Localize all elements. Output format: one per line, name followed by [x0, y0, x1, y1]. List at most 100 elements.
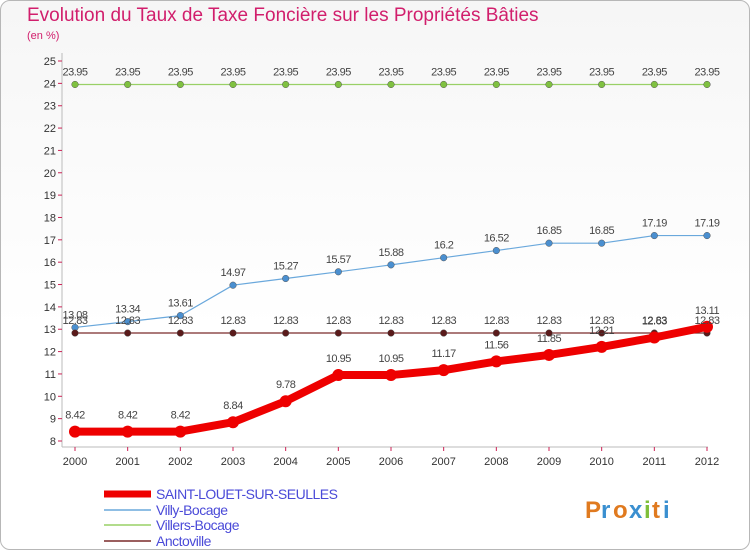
- data-label: 12.83: [484, 315, 509, 327]
- data-label: 23.95: [326, 66, 351, 78]
- x-tick-label: 2011: [643, 456, 667, 468]
- data-point: [543, 348, 555, 361]
- svg-text:i: i: [644, 497, 651, 524]
- data-label: 9.78: [276, 379, 296, 391]
- y-tick-label: 16: [44, 257, 56, 269]
- y-tick-label: 25: [44, 56, 56, 68]
- y-tick-label: 15: [44, 280, 56, 292]
- data-label: 15.57: [326, 254, 351, 266]
- chart-title: Evolution du Taux de Taxe Foncière sur l…: [27, 5, 539, 26]
- data-label: 13.34: [115, 304, 140, 316]
- data-point: [437, 364, 450, 377]
- data-point: [334, 329, 342, 337]
- data-point: [176, 80, 184, 89]
- y-tick-label: 22: [44, 123, 56, 135]
- data-point: [282, 274, 290, 283]
- data-label: 8.42: [171, 410, 191, 422]
- svg-text:i: i: [663, 497, 670, 524]
- data-label: 23.95: [694, 66, 719, 78]
- data-label: 13.61: [168, 298, 193, 310]
- data-label: 15.88: [378, 247, 403, 259]
- data-label: 23.95: [378, 66, 403, 78]
- data-point: [121, 425, 134, 438]
- x-tick-label: 2010: [589, 456, 613, 468]
- data-label: 8.42: [118, 410, 138, 422]
- data-point: [492, 247, 500, 255]
- data-point: [595, 340, 608, 353]
- data-label: 16.2: [434, 240, 454, 252]
- y-tick-label: 21: [44, 145, 56, 157]
- data-label: 17.19: [642, 218, 667, 230]
- legend-label: Villy-Bocage: [156, 502, 228, 518]
- data-point: [650, 80, 658, 89]
- data-point: [598, 80, 606, 89]
- data-point: [332, 369, 345, 382]
- data-label: 12.83: [115, 315, 140, 327]
- data-label: 17.19: [694, 218, 719, 230]
- data-point: [598, 239, 606, 247]
- data-point: [229, 329, 237, 337]
- y-tick-label: 20: [44, 168, 56, 180]
- data-point: [492, 80, 500, 89]
- y-tick-label: 17: [44, 235, 56, 247]
- y-tick-label: 24: [44, 78, 56, 90]
- data-label: 23.95: [62, 66, 87, 78]
- data-label: 16.85: [536, 225, 561, 237]
- data-point: [387, 80, 395, 89]
- x-tick-label: 2012: [695, 456, 719, 468]
- data-point: [176, 329, 184, 337]
- data-label: 10.95: [378, 353, 403, 365]
- data-point: [176, 312, 184, 320]
- data-point: [440, 80, 448, 89]
- data-label: 16.52: [484, 233, 509, 245]
- data-point: [334, 80, 342, 89]
- y-tick-label: 10: [44, 391, 56, 403]
- data-point: [598, 329, 606, 337]
- data-point: [282, 80, 290, 89]
- data-label: 23.95: [220, 66, 245, 78]
- data-point: [124, 80, 132, 89]
- data-label: 12.83: [168, 315, 193, 327]
- y-tick-label: 9: [50, 414, 56, 426]
- data-label: 23.95: [589, 66, 614, 78]
- data-point: [227, 416, 239, 429]
- data-point: [490, 355, 503, 368]
- y-tick-label: 11: [45, 369, 56, 381]
- data-label: 11.85: [537, 333, 562, 345]
- data-point: [124, 318, 132, 326]
- data-point: [545, 239, 553, 247]
- data-point: [334, 268, 342, 276]
- data-point: [545, 80, 553, 89]
- legend-label: Villers-Bocage: [156, 517, 240, 533]
- x-tick-label: 2007: [431, 456, 455, 468]
- legend-label: Anctoville: [156, 533, 212, 549]
- data-point: [385, 369, 397, 382]
- data-point: [279, 395, 292, 408]
- data-label: 23.95: [115, 66, 140, 78]
- data-point: [545, 329, 553, 337]
- data-point: [69, 425, 81, 438]
- y-tick-label: 19: [44, 190, 56, 202]
- y-tick-label: 23: [44, 101, 56, 113]
- data-label: 12.83: [273, 315, 298, 327]
- data-point: [703, 80, 711, 89]
- data-label: 12.83: [378, 315, 403, 327]
- data-point: [229, 80, 237, 89]
- data-label: 12.21: [589, 325, 614, 337]
- x-tick-label: 2008: [484, 456, 508, 468]
- data-label: 11.56: [484, 339, 509, 351]
- y-tick-label: 8: [50, 436, 56, 448]
- data-label: 12.83: [220, 315, 245, 327]
- data-label: 10.95: [326, 353, 351, 365]
- svg-text:P: P: [585, 497, 601, 524]
- data-label: 12.83: [431, 315, 456, 327]
- data-label: 12.63: [642, 316, 667, 328]
- data-point: [71, 80, 79, 89]
- data-label: 23.95: [536, 66, 561, 78]
- data-point: [650, 232, 658, 240]
- data-point: [701, 320, 713, 333]
- data-point: [282, 329, 290, 337]
- data-point: [440, 329, 448, 337]
